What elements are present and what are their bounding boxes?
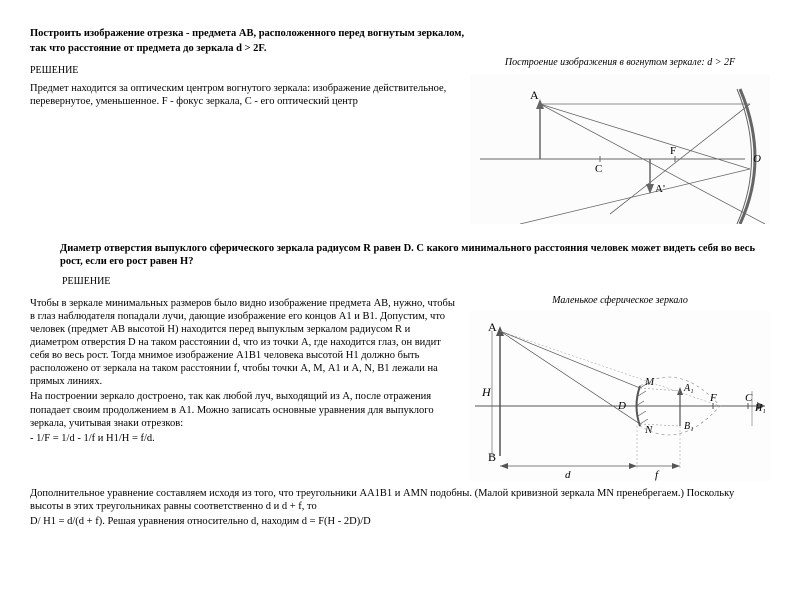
svg-text:D: D bbox=[617, 400, 626, 412]
problem1-block: РЕШЕНИЕ Предмет находится за оптическим … bbox=[30, 57, 770, 224]
svg-text:H: H bbox=[481, 385, 492, 399]
fig2-svg: A B H M N D A₁ B₁ F C bbox=[470, 311, 770, 481]
svg-text:C: C bbox=[595, 163, 602, 175]
fig2-caption: Маленькое сферическое зеркало bbox=[470, 295, 770, 308]
p2-eq1: - 1/F = 1/d - 1/f и H1/H = f/d. bbox=[30, 432, 455, 445]
problem1-title: Построить изображение отрезка - предмета… bbox=[30, 27, 770, 55]
svg-text:A: A bbox=[488, 320, 497, 334]
problem2-block: Чтобы в зеркале минимальных размеров был… bbox=[30, 295, 770, 482]
fig1-svg: A A' C F O bbox=[470, 74, 770, 224]
p2-para3: Дополнительное уравнение составляем исхо… bbox=[30, 487, 770, 513]
p2-eq2: D/ H1 = d/(d + f). Решая уравнения относ… bbox=[30, 515, 770, 528]
p2-para1: Чтобы в зеркале минимальных размеров был… bbox=[30, 297, 455, 389]
solution-label-1: РЕШЕНИЕ bbox=[30, 65, 455, 78]
problem2-footer: Дополнительное уравнение составляем исхо… bbox=[30, 487, 770, 528]
svg-text:F: F bbox=[670, 145, 676, 157]
figure2: Маленькое сферическое зеркало A B H M N bbox=[470, 295, 770, 482]
p2-para2: На построении зеркало достроено, так как… bbox=[30, 390, 455, 429]
fig1-caption: Построение изображения в вогнутом зеркал… bbox=[470, 57, 770, 70]
solution-label-2: РЕШЕНИЕ bbox=[62, 276, 770, 289]
svg-text:d: d bbox=[565, 469, 571, 481]
title-line1: Построить изображение отрезка - предмета… bbox=[30, 27, 770, 40]
svg-text:B₁: B₁ bbox=[684, 421, 694, 432]
svg-text:A': A' bbox=[655, 183, 665, 195]
problem2-text-col: Чтобы в зеркале минимальных размеров был… bbox=[30, 295, 460, 482]
svg-text:N: N bbox=[644, 424, 653, 436]
problem2-title: Диаметр отверстия выпуклого сферического… bbox=[60, 242, 770, 268]
title-line2: так что расстояние от предмета до зеркал… bbox=[30, 42, 770, 55]
problem1-text: Предмет находится за оптическим центром … bbox=[30, 82, 455, 108]
svg-text:A: A bbox=[530, 88, 539, 102]
svg-text:A₁: A₁ bbox=[683, 383, 694, 394]
svg-text:O: O bbox=[753, 153, 761, 165]
problem1-text-col: РЕШЕНИЕ Предмет находится за оптическим … bbox=[30, 57, 460, 224]
figure1: Построение изображения в вогнутом зеркал… bbox=[470, 57, 770, 224]
svg-text:H₁: H₁ bbox=[754, 403, 766, 414]
svg-text:F: F bbox=[709, 392, 717, 404]
